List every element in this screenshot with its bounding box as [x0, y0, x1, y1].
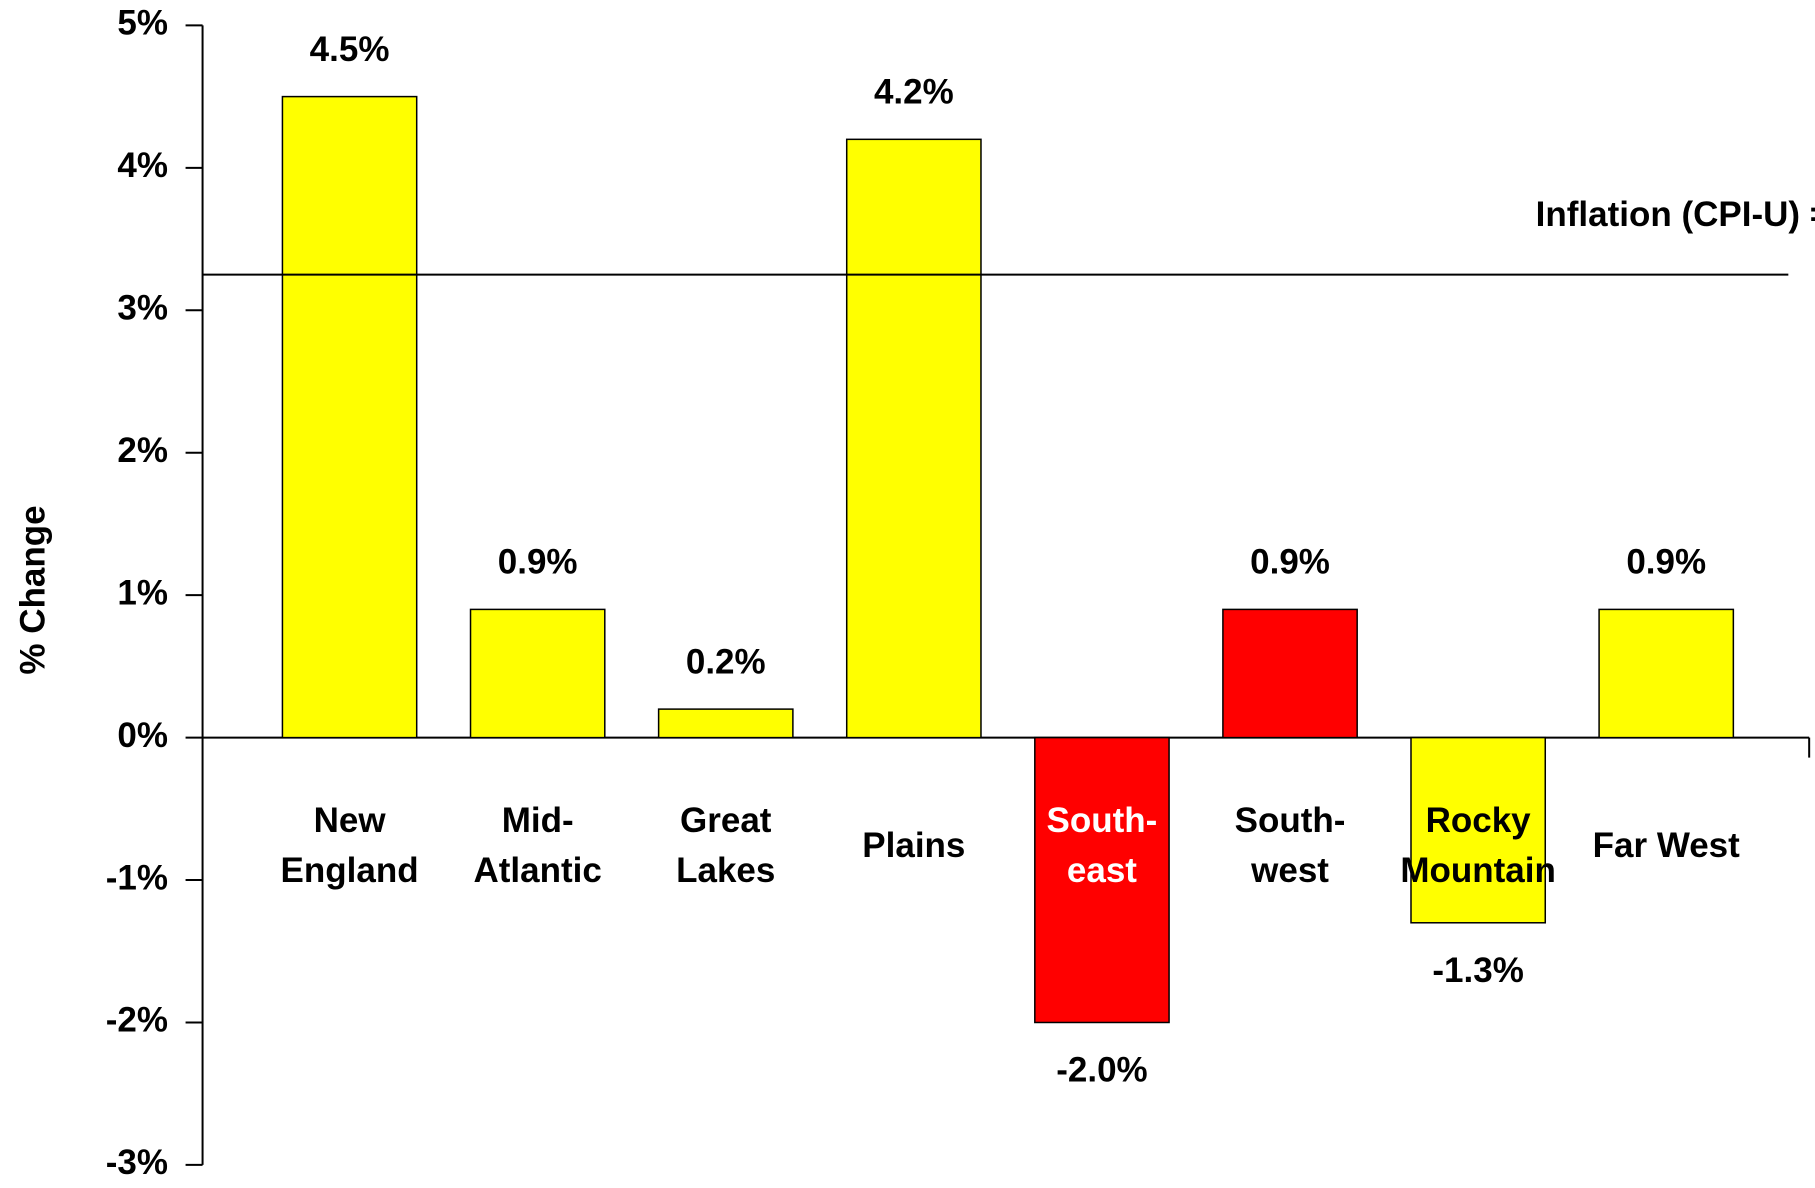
bar: [1034, 736, 1170, 1024]
y-tick-label: 2%: [117, 431, 168, 470]
x-tick-label: Plains: [862, 826, 965, 865]
value-label: 4.2%: [874, 73, 954, 112]
value-label: 4.5%: [310, 30, 390, 69]
bar: [1222, 608, 1358, 739]
bar: [1598, 608, 1735, 739]
x-tick-label: South-: [1235, 801, 1346, 840]
x-tick-label: Lakes: [676, 851, 775, 890]
x-tick-label: Atlantic: [473, 851, 601, 890]
x-tick-label: Mid-: [502, 801, 574, 840]
y-tick-label: 1%: [117, 573, 168, 612]
x-tick-label: west: [1250, 851, 1329, 890]
x-tick-label: Mountain: [1400, 851, 1556, 890]
x-tick-label: New: [314, 801, 387, 840]
y-tick-label: 4%: [117, 146, 168, 185]
bar: [657, 708, 794, 739]
bar: [1410, 736, 1547, 924]
reference-label: Inflation (CPI-U) = 4%: [1536, 195, 1815, 234]
bar: [281, 95, 418, 739]
value-label: 0.9%: [1250, 543, 1330, 582]
x-tick-label: England: [281, 851, 419, 890]
value-label: -1.3%: [1432, 951, 1523, 990]
y-tick-label: -1%: [106, 858, 168, 897]
x-tick-label: east: [1067, 851, 1137, 890]
y-axis-label: % Change: [13, 505, 52, 674]
x-tick-label: Great: [680, 801, 772, 840]
y-tick-label: 3%: [117, 289, 168, 328]
value-label: -2.0%: [1056, 1051, 1147, 1090]
x-tick-label: Far West: [1593, 826, 1741, 865]
bar: [845, 138, 982, 739]
y-tick-label: -3%: [106, 1143, 168, 1182]
x-tick-label: South-: [1047, 801, 1158, 840]
y-tick-label: 0%: [117, 716, 168, 755]
value-label: 0.2%: [686, 642, 766, 681]
x-tick-label: Rocky: [1426, 801, 1532, 840]
bar: [469, 608, 606, 739]
y-tick-label: -2%: [106, 1001, 168, 1040]
value-label: 0.9%: [1626, 543, 1706, 582]
value-label: 0.9%: [498, 543, 578, 582]
y-tick-label: 5%: [117, 4, 168, 43]
